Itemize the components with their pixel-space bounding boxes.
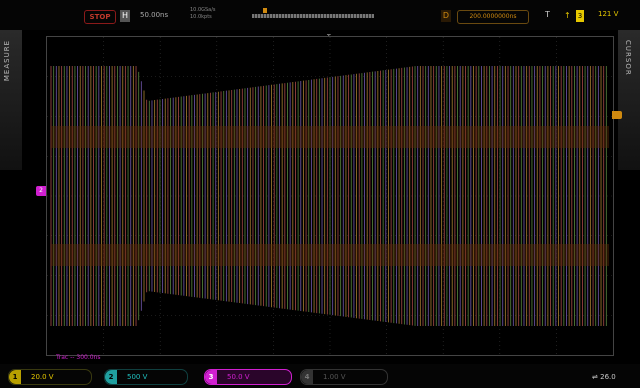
ch3-waveform (50, 66, 609, 326)
memory-overview-bar[interactable] (252, 14, 374, 18)
right-panel-label: CURSOR (624, 40, 632, 76)
channel-1-number: 1 (9, 370, 21, 384)
channel-2-button[interactable]: 2 500 V (104, 369, 188, 385)
usb-label: 26.0 (600, 373, 616, 381)
channel-3-number: 3 (205, 370, 217, 384)
usb-status[interactable]: ⇌ 26.0 (592, 373, 616, 381)
trigger-type-label[interactable]: T (545, 10, 550, 19)
rising-edge-icon: ↑ (564, 11, 571, 20)
channel-1-button[interactable]: 1 20.0 V (8, 369, 92, 385)
memory-position-marker (263, 8, 267, 13)
waveform-dense-band (51, 126, 609, 148)
channel-1-scale: 20.0 V (31, 373, 54, 381)
channel-3-scale: 50.0 V (227, 373, 250, 381)
channel-2-number: 2 (105, 370, 117, 384)
waveform-dense-band (51, 244, 609, 266)
usb-icon: ⇌ (592, 373, 598, 381)
sample-rate: 10.0GSa/s (190, 7, 216, 13)
delay-readout: Trac -- 300.0ns (56, 354, 101, 361)
right-side-panel-tab[interactable]: CURSOR (618, 30, 640, 170)
memory-depth: 10.0kpts (190, 14, 212, 20)
run-stop-button[interactable]: STOP (84, 10, 116, 24)
trigger-level-marker[interactable] (612, 111, 622, 119)
horizontal-mode-button[interactable]: H (120, 10, 130, 22)
ch3-offset-marker[interactable]: 2 (36, 186, 46, 196)
channel-4-number: 4 (301, 370, 313, 384)
top-status-bar: STOP H 50.00ns 10.0GSa/s 10.0kpts D 200.… (0, 0, 640, 30)
timebase-readout[interactable]: 50.00ns (140, 11, 169, 19)
channel-4-scale: 1.00 V (323, 373, 346, 381)
trigger-channel-badge[interactable]: 3 (576, 10, 584, 22)
trigger-level-readout[interactable]: 121 V (598, 10, 619, 18)
channel-2-scale: 500 V (127, 373, 148, 381)
channel-bar: 1 20.0 V 2 500 V 3 50.0 V 4 1.00 V ⇌ 26.0 (0, 364, 640, 388)
trigger-mode-button[interactable]: D (441, 10, 451, 22)
waveform-display[interactable] (46, 36, 614, 356)
trigger-position-readout[interactable]: 200.0000000ns (457, 10, 529, 24)
left-side-panel-tab[interactable]: MEASURE (0, 30, 22, 170)
channel-4-button[interactable]: 4 1.00 V (300, 369, 388, 385)
sample-rate-readout: 10.0GSa/s 10.0kpts (190, 7, 216, 21)
waveform-svg (47, 37, 613, 355)
channel-3-button[interactable]: 3 50.0 V (204, 369, 292, 385)
left-panel-label: MEASURE (3, 40, 11, 82)
